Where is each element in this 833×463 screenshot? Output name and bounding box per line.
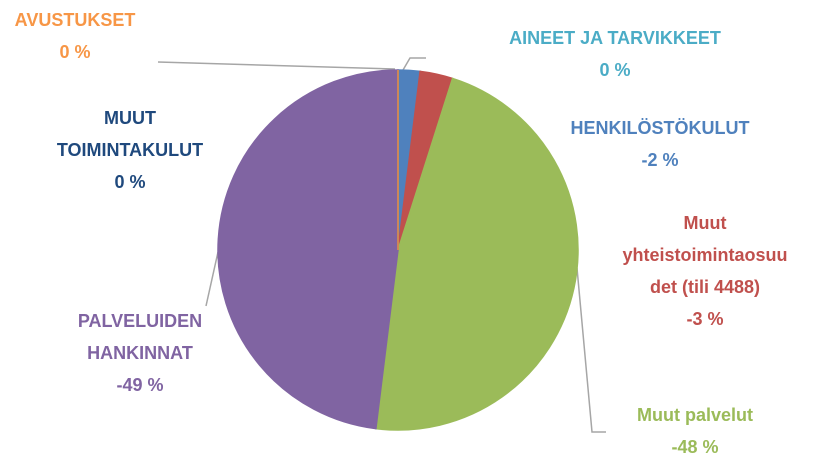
slice-label: MUUT TOIMINTAKULUT 0 % <box>57 102 203 198</box>
category-name: MUUT TOIMINTAKULUT <box>56 108 204 160</box>
leader-line <box>576 267 606 433</box>
category-name: AVUSTUKSET <box>14 10 136 30</box>
slice-label: HENKILÖSTÖKULUT -2 % <box>571 112 750 176</box>
slice-label: AINEET JA TARVIKKEET 0 % <box>509 22 721 86</box>
category-name: HENKILÖSTÖKULUT <box>570 118 750 138</box>
value-label: 0 % <box>59 42 91 62</box>
value-label: -3 % <box>686 309 724 329</box>
leader-line <box>402 57 426 71</box>
value-label: -2 % <box>641 150 679 170</box>
value-label: 0 % <box>599 60 631 80</box>
slice-label: Muut palvelut -48 % <box>637 399 753 463</box>
slice-label: Muut yhteistoimintaosuu det (tili 4488) -… <box>622 207 787 335</box>
leader-line <box>205 251 219 307</box>
category-name: PALVELUIDEN HANKINNAT <box>77 311 203 363</box>
value-label: -48 % <box>671 437 719 457</box>
leader-line <box>157 61 396 70</box>
slice-label: AVUSTUKSET 0 % <box>15 4 136 68</box>
category-name: Muut yhteistoimintaosuu det (tili 4488) <box>622 213 788 297</box>
value-label: 0 % <box>114 172 146 192</box>
value-label: -49 % <box>116 375 164 395</box>
pie-slice <box>217 69 399 430</box>
pie-slice <box>375 77 579 431</box>
category-name: AINEET JA TARVIKKEET <box>509 28 721 48</box>
leader-lines <box>157 57 606 433</box>
slice-label: PALVELUIDEN HANKINNAT -49 % <box>78 305 202 401</box>
category-name: Muut palvelut <box>637 405 753 425</box>
